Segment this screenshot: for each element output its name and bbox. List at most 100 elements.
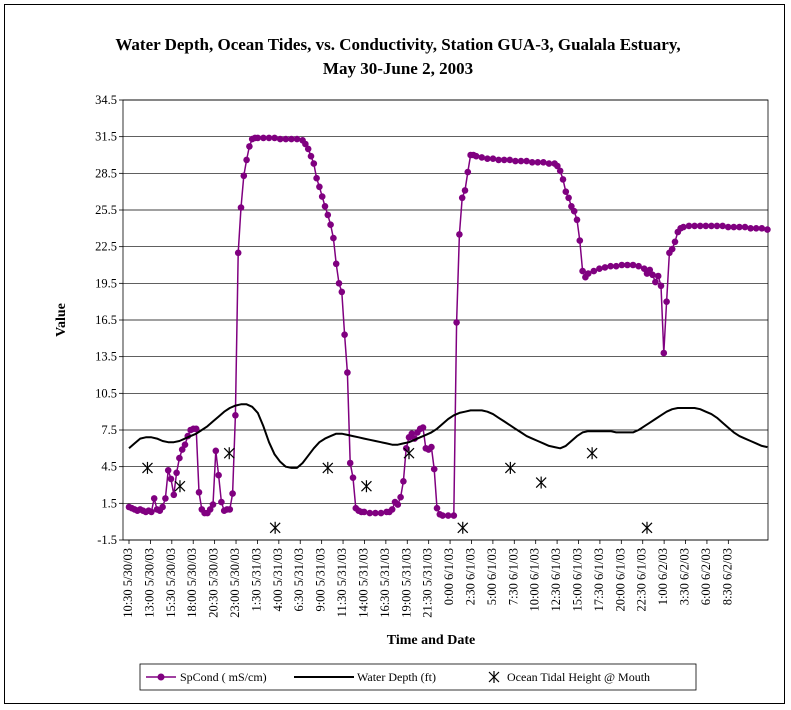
- spcond-point: [162, 495, 169, 502]
- y-tick-label: 4.5: [101, 460, 117, 474]
- spcond-point: [724, 223, 732, 231]
- spcond-point: [660, 349, 668, 357]
- spcond-point: [324, 211, 332, 219]
- y-tick-label: 13.5: [95, 350, 117, 364]
- spcond-point: [360, 508, 368, 516]
- spcond-point: [559, 176, 567, 183]
- x-tick-label: 17:30 6/1/03: [592, 548, 606, 612]
- legend-spcond-label: SpCond ( mS/cm): [180, 670, 267, 684]
- chart-frame: Water Depth, Ocean Tides, vs. Conductivi…: [4, 4, 785, 704]
- spcond-point: [408, 430, 416, 438]
- spcond-point: [554, 162, 561, 170]
- y-tick-label: 7.5: [101, 423, 117, 437]
- x-tick-label: 5:00 6/1/03: [485, 548, 499, 605]
- series-2: [142, 447, 653, 534]
- spcond-point: [192, 425, 200, 433]
- spcond-point: [237, 204, 245, 211]
- x-tick-label: 11:30 5/31/03: [335, 548, 349, 617]
- spcond-point: [282, 135, 290, 143]
- legend-spcond-marker: [157, 673, 165, 681]
- spcond-point: [556, 167, 564, 175]
- spcond-point: [464, 168, 472, 176]
- x-tick-label: 12:30 6/1/03: [549, 548, 563, 612]
- legend: SpCond ( mS/cm) Water Depth (ft) Ocean T…: [139, 663, 697, 691]
- legend-depth-label: Water Depth (ft): [357, 670, 436, 684]
- spcond-point: [254, 134, 262, 142]
- spcond-point: [747, 225, 754, 232]
- spcond-point: [377, 509, 385, 517]
- spcond-point: [388, 506, 396, 513]
- spcond-point: [346, 459, 354, 467]
- spcond-point: [618, 261, 626, 269]
- spcond-point: [433, 504, 441, 512]
- spcond-point: [640, 265, 648, 273]
- spcond-point: [366, 509, 374, 517]
- spcond-point: [654, 272, 662, 280]
- spcond-point: [178, 446, 186, 453]
- spcond-point: [318, 193, 326, 200]
- x-tick-label: 20:00 6/1/03: [613, 548, 627, 612]
- spcond-point: [397, 493, 404, 501]
- x-tick-label: 0:00 6/1/03: [442, 548, 456, 605]
- spcond-point: [461, 187, 469, 194]
- spcond-point: [458, 194, 466, 202]
- legend-item-ocean-tide: Ocean Tidal Height @ Mouth: [488, 670, 650, 684]
- x-axis-title: Time and Date: [387, 633, 475, 648]
- legend-star-marker: [488, 671, 500, 683]
- spcond-point: [444, 512, 452, 519]
- spcond-point: [170, 491, 178, 499]
- spcond-point: [394, 501, 402, 508]
- ocean-tide-point: [223, 447, 235, 460]
- spcond-point: [741, 223, 749, 231]
- spcond-point: [344, 369, 351, 376]
- x-tick-label: 4:00 5/31/03: [271, 548, 285, 612]
- spcond-point: [302, 140, 309, 148]
- spcond-point: [372, 509, 379, 517]
- spcond-point: [181, 441, 189, 449]
- spcond-point: [234, 249, 242, 257]
- ocean-tide-point: [142, 461, 153, 474]
- spcond-point: [276, 135, 284, 143]
- legend-item-water-depth: Water Depth (ft): [294, 670, 436, 684]
- spcond-point: [702, 222, 710, 230]
- legend-box: [139, 663, 697, 691]
- spcond-point: [332, 260, 340, 268]
- ocean-tide-point: [586, 447, 598, 460]
- spcond-point: [212, 447, 220, 455]
- spcond-point: [338, 288, 346, 296]
- spcond-point: [736, 223, 743, 231]
- spcond-point: [601, 264, 609, 271]
- spcond-point: [243, 156, 250, 164]
- x-tick-label: 8:30 6/2/03: [720, 548, 734, 605]
- x-tick-label: 6:00 6/2/03: [699, 548, 713, 605]
- spcond-point: [453, 319, 460, 326]
- x-tick-label: 7:30 6/1/03: [506, 548, 520, 605]
- spcond-point: [402, 445, 410, 452]
- spcond-point: [730, 223, 738, 231]
- spcond-point: [439, 512, 446, 519]
- spcond-point: [307, 152, 315, 160]
- spcond-point: [148, 508, 155, 516]
- spcond-point: [484, 155, 491, 162]
- spcond-point: [335, 280, 343, 287]
- y-tick-label: 16.5: [95, 313, 117, 327]
- spcond-point: [450, 512, 458, 519]
- series-1: [128, 403, 768, 469]
- spcond-point: [349, 474, 357, 482]
- spcond-point: [584, 270, 592, 277]
- x-tick-label: 18:00 5/30/03: [185, 548, 199, 618]
- spcond-point: [195, 489, 203, 496]
- spcond-point: [680, 223, 687, 231]
- x-tick-label: 10:00 6/1/03: [528, 548, 542, 612]
- spcond-point: [607, 262, 614, 270]
- spcond-point: [304, 145, 312, 153]
- x-tick-label: 1:00 6/2/03: [656, 548, 670, 605]
- spcond-point: [545, 160, 553, 167]
- y-tick-label: 22.5: [95, 240, 117, 254]
- spcond-point: [164, 467, 172, 474]
- spcond-point: [229, 490, 236, 497]
- spcond-point: [206, 506, 214, 513]
- y-axis-title: Value: [54, 303, 69, 337]
- y-tick-label: 34.5: [95, 93, 117, 107]
- spcond-point: [691, 222, 698, 230]
